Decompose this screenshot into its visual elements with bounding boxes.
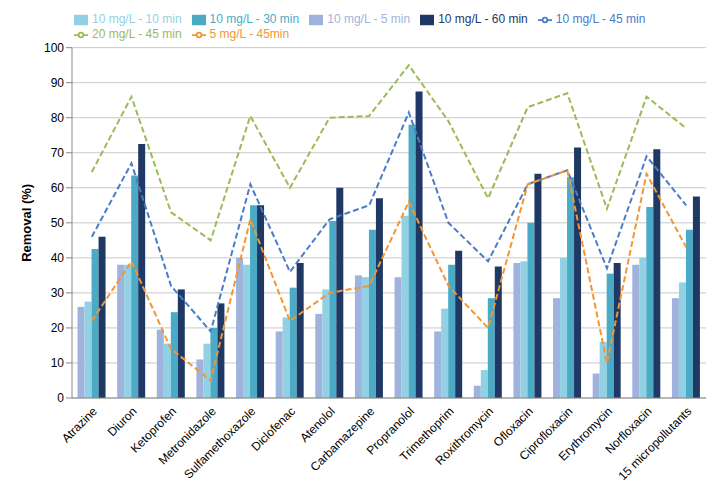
svg-text:Sulfamethoxazole: Sulfamethoxazole	[181, 404, 259, 482]
svg-text:10: 10	[51, 356, 65, 370]
svg-text:Removal (%): Removal (%)	[19, 184, 34, 262]
html-text:10 mg/L - 45 min: 10 mg/L - 45 min	[555, 12, 646, 26]
svg-text:Metronidazole: Metronidazole	[155, 404, 219, 468]
html-text:10 mg/L - 60 min: 10 mg/L - 60 min	[438, 12, 528, 26]
svg-text:70: 70	[51, 146, 65, 160]
svg-text:90: 90	[51, 76, 65, 90]
html-text:5 mg/L - 45min: 5 mg/L - 45min	[209, 26, 290, 41]
svg-text:Erythromycin: Erythromycin	[556, 404, 615, 463]
svg-text:20: 20	[51, 321, 65, 335]
svg-text:60: 60	[51, 181, 65, 195]
html-text:10 mg/L - 30 min: 10 mg/L - 30 min	[209, 12, 300, 26]
svg-text:0: 0	[57, 391, 64, 405]
html-text:10 mg/L - 5 min: 10 mg/L - 5 min	[327, 12, 411, 26]
svg-text:Diuron: Diuron	[105, 404, 140, 439]
svg-text:Diclofenac: Diclofenac	[249, 404, 299, 454]
svg-text:50: 50	[51, 216, 65, 230]
svg-text:15 micropollutants: 15 micropollutants	[616, 404, 695, 483]
svg-text:Trimethoprim: Trimethoprim	[397, 404, 457, 464]
svg-text:Norfloxacin: Norfloxacin	[602, 404, 655, 457]
svg-text:30: 30	[51, 286, 65, 300]
svg-text:Roxithromycin: Roxithromycin	[433, 404, 497, 468]
svg-text:Ofloxacin: Ofloxacin	[490, 404, 536, 450]
svg-text:80: 80	[51, 111, 65, 125]
html-text:10 mg/L - 10 min: 10 mg/L - 10 min	[92, 12, 182, 26]
svg-text:40: 40	[51, 251, 65, 265]
svg-text:100: 100	[44, 41, 64, 55]
html-text:20 mg/L - 45 min: 20 mg/L - 45 min	[92, 26, 182, 41]
svg-text:Ciprofloxacin: Ciprofloxacin	[516, 404, 576, 464]
svg-text:Propranolol: Propranolol	[363, 404, 417, 458]
svg-text:Carbamazepine: Carbamazepine	[308, 404, 378, 474]
svg-text:Ketoprofen: Ketoprofen	[127, 404, 180, 456]
svg-text:Atenolol: Atenolol	[297, 404, 338, 445]
svg-text:Atrazine: Atrazine	[59, 404, 100, 445]
